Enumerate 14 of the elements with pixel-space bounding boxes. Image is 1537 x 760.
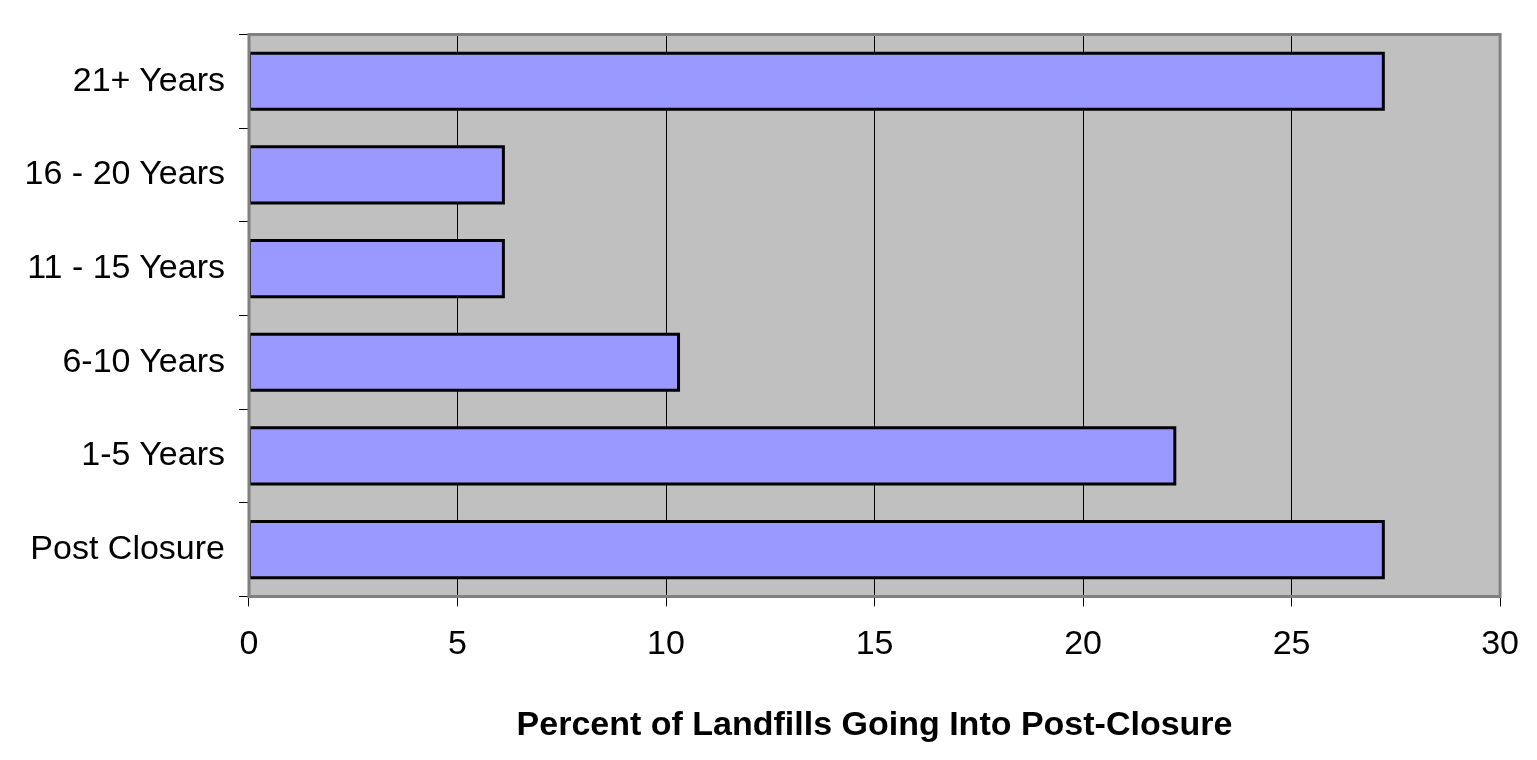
x-tick-label: 5 bbox=[448, 623, 467, 662]
y-tick-label: Post Closure bbox=[30, 527, 225, 566]
x-tick-label: 10 bbox=[647, 623, 685, 662]
x-tick-label: 25 bbox=[1272, 623, 1311, 662]
x-tick-label: 15 bbox=[855, 623, 894, 662]
y-tick-label: 11 - 15 Years bbox=[27, 246, 225, 285]
x-tick-label: 20 bbox=[1064, 623, 1102, 662]
x-tick-label: 30 bbox=[1481, 623, 1519, 662]
x-axis-title: Percent of Landfills Going Into Post-Closure bbox=[516, 703, 1233, 742]
y-tick-label: 16 - 20 Years bbox=[24, 153, 225, 192]
y-tick-label: 1-5 Years bbox=[81, 434, 225, 473]
x-tick-label: 0 bbox=[239, 623, 259, 662]
y-tick-label: 21+ Years bbox=[72, 59, 225, 98]
y-tick-label: 6-10 Years bbox=[62, 340, 225, 379]
